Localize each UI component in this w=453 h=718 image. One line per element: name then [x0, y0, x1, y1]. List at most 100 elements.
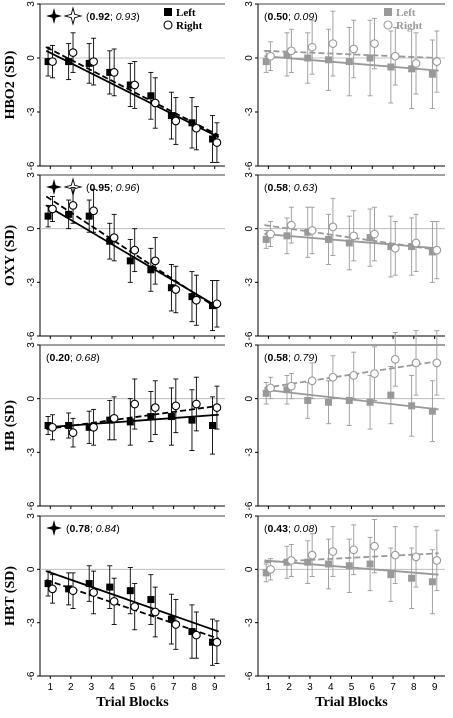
- annotation-r-left: 0.20: [50, 352, 71, 364]
- x-tick-label: 4: [328, 682, 334, 693]
- annotation-sep: ;: [288, 523, 294, 535]
- data-point-right: [48, 422, 57, 432]
- data-point-right: [266, 383, 275, 393]
- correlation-annotation: (0.95; 0.96): [86, 182, 140, 194]
- annotation-r-left: 0.58: [268, 352, 289, 364]
- annotation-r-left: 0.58: [268, 182, 289, 194]
- data-point-right: [171, 285, 181, 294]
- data-point-left: [428, 248, 436, 256]
- y-tick-label: -6: [26, 331, 37, 340]
- x-tick-label: 3: [89, 682, 95, 693]
- data-point-left: [387, 63, 395, 71]
- data-point-right: [109, 68, 119, 77]
- series-right: [264, 10, 442, 95]
- panel-r1-right: -6 -3 0 3 (0.58; 0.63): [244, 172, 445, 340]
- annotation-r-right: 0.96: [116, 182, 137, 194]
- data-point-left: [44, 422, 52, 429]
- data-point-left: [44, 58, 52, 66]
- correlation-annotation: (0.58; 0.63): [264, 182, 318, 194]
- y-axis-label: HBO2 (SD): [3, 50, 18, 119]
- data-point-right: [307, 42, 317, 52]
- y-tick-label: 3: [244, 172, 255, 178]
- trend-line-right: [45, 46, 220, 137]
- series-right: [264, 519, 442, 592]
- legend-left-label: Left: [176, 7, 196, 19]
- y-tick-label: 3: [244, 513, 255, 519]
- data-point-left: [366, 234, 374, 242]
- x-axis-label: Trial Blocks: [96, 695, 169, 710]
- open-star-icon: [63, 6, 83, 26]
- annotation-sep: ;: [288, 11, 294, 23]
- filled-star-icon: [46, 520, 62, 536]
- data-point-left: [345, 396, 353, 404]
- data-point-right: [390, 550, 400, 560]
- data-point-left: [283, 50, 291, 58]
- legend-right-marker: [383, 20, 393, 30]
- annotation-close-paren: ): [314, 11, 318, 23]
- panel-hb-left: -6 -3 0 3 HB (SD) (0.20; 0.68): [3, 342, 225, 510]
- legend-left-label: Left: [396, 7, 416, 19]
- panel-r2-right: -6 -3 0 3 (0.58; 0.79): [244, 330, 445, 510]
- y-tick-label: -6: [26, 161, 37, 170]
- data-point-right: [89, 422, 98, 432]
- data-point-left: [167, 112, 175, 120]
- data-point-right: [390, 51, 400, 61]
- annotation-open-paren: (: [86, 11, 90, 23]
- legend-left-marker: [384, 8, 392, 16]
- data-point-right: [370, 369, 379, 378]
- data-point-left: [209, 422, 217, 429]
- data-point-left: [85, 59, 93, 67]
- data-point-right: [287, 381, 296, 391]
- data-point-right: [370, 39, 379, 48]
- annotation-sep: ;: [110, 182, 116, 194]
- annotation-r-right: 0.93: [116, 11, 137, 23]
- annotation-close-paren: ): [314, 352, 318, 364]
- x-tick-label: 2: [286, 682, 292, 693]
- data-point-left: [387, 391, 395, 399]
- annotation-close-paren: ): [136, 182, 140, 194]
- y-tick-label: 3: [26, 172, 37, 178]
- data-point-left: [387, 571, 395, 579]
- data-point-left: [304, 396, 312, 404]
- y-tick-label: -3: [26, 618, 37, 627]
- data-point-right: [411, 238, 421, 248]
- annotation-open-paren: (: [86, 182, 90, 194]
- data-point-right: [130, 399, 140, 409]
- data-point-left: [167, 413, 175, 421]
- data-point-right: [212, 403, 222, 412]
- data-point-left: [167, 284, 175, 292]
- data-point-right: [328, 222, 338, 232]
- y-tick-label: -6: [244, 161, 255, 170]
- series-right: [45, 187, 222, 328]
- data-point-right: [171, 401, 181, 411]
- series-right: [45, 32, 222, 163]
- y-tick-label: -3: [26, 447, 37, 456]
- data-point-left: [147, 413, 155, 421]
- data-point-left: [106, 68, 114, 76]
- data-point-left: [283, 558, 291, 566]
- y-tick-label: -3: [244, 107, 255, 116]
- data-point-left: [366, 54, 374, 62]
- data-point-left: [262, 58, 270, 66]
- x-tick-label: 7: [171, 682, 177, 693]
- annotation-close-paren: ): [96, 352, 100, 364]
- data-point-left: [126, 587, 134, 595]
- y-tick-label: 3: [26, 1, 37, 7]
- y-tick-label: 3: [244, 1, 255, 7]
- y-tick-label: 3: [244, 342, 255, 348]
- y-tick-label: -6: [26, 671, 37, 680]
- data-point-right: [89, 206, 98, 216]
- annotation-open-paren: (: [46, 352, 50, 364]
- data-point-left: [188, 119, 196, 127]
- trend-line-right: [264, 224, 439, 252]
- series-left: [44, 43, 220, 163]
- data-point-right: [307, 376, 317, 386]
- annotation-open-paren: (: [264, 523, 268, 535]
- data-point-right: [411, 59, 421, 68]
- data-point-left: [304, 54, 312, 62]
- data-point-right: [192, 295, 201, 305]
- data-point-left: [366, 398, 374, 406]
- y-tick-label: -3: [244, 618, 255, 627]
- x-tick-label: 9: [432, 682, 438, 693]
- data-point-left: [325, 235, 333, 243]
